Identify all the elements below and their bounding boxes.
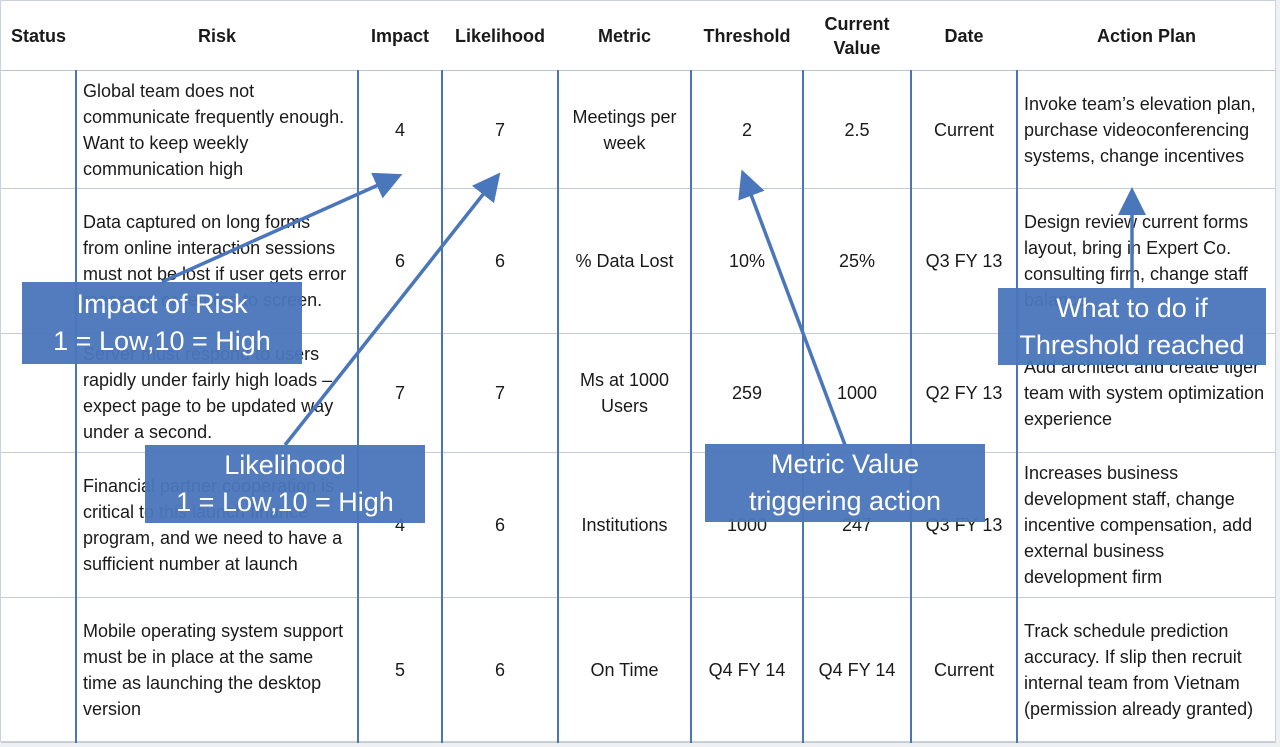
cell-risk: Mobile operating system support must be … <box>75 597 358 743</box>
impact-callout: Impact of Risk 1 = Low,10 = High <box>22 282 302 364</box>
cell-metric: Ms at 1000 Users <box>557 333 691 453</box>
header-action-plan: Action Plan <box>1017 1 1276 71</box>
action-callout-title: What to do if <box>1056 292 1208 323</box>
header-impact: Impact <box>358 1 442 71</box>
cell-likelihood: 6 <box>441 188 558 334</box>
cell-current-value: 1000 <box>802 333 911 453</box>
cell-action-plan: Invoke team’s elevation plan, purchase v… <box>1016 70 1276 189</box>
cell-likelihood: 6 <box>441 597 558 743</box>
table-row: Mobile operating system support must be … <box>1 597 1276 743</box>
header-metric: Metric <box>558 1 691 71</box>
cell-threshold: Q4 FY 14 <box>690 597 803 743</box>
action-callout: What to do if Threshold reached <box>998 288 1266 365</box>
header-threshold: Threshold <box>691 1 803 71</box>
impact-callout-title: Impact of Risk <box>76 289 248 319</box>
cell-risk: Global team does not communicate frequen… <box>75 70 358 189</box>
cell-threshold: 259 <box>690 333 803 453</box>
cell-metric: On Time <box>557 597 691 743</box>
cell-metric: % Data Lost <box>557 188 691 334</box>
cell-likelihood: 7 <box>441 70 558 189</box>
cell-current-value: 2.5 <box>802 70 911 189</box>
header-row: Status Risk Impact Likelihood Metric Thr… <box>1 1 1276 71</box>
cell-action-plan: Increases business development staff, ch… <box>1016 452 1276 598</box>
header-date: Date <box>911 1 1017 71</box>
header-risk: Risk <box>76 1 358 71</box>
cell-date: Current <box>910 70 1017 189</box>
header-status: Status <box>1 1 76 71</box>
metric-value-callout-subtitle: triggering action <box>748 486 942 516</box>
table-row: Global team does not communicate frequen… <box>1 70 1276 189</box>
cell-metric: Meetings per week <box>557 70 691 189</box>
header-current-value: Current Value <box>803 1 911 71</box>
likelihood-callout-scale: 1 = Low,10 = High <box>176 487 394 517</box>
cell-impact: 5 <box>357 597 442 743</box>
cell-current-value: Q4 FY 14 <box>802 597 911 743</box>
cell-impact: 4 <box>357 70 442 189</box>
cell-likelihood: 6 <box>441 452 558 598</box>
action-callout-subtitle: Threshold reached <box>1019 329 1245 360</box>
header-likelihood: Likelihood <box>442 1 558 71</box>
cell-metric: Institutions <box>557 452 691 598</box>
cell-status <box>1 452 76 598</box>
cell-threshold: 2 <box>690 70 803 189</box>
cell-impact: 7 <box>357 333 442 453</box>
cell-action-plan: Track schedule prediction accuracy. If s… <box>1016 597 1276 743</box>
cell-status <box>1 597 76 743</box>
metric-value-callout-title: Metric Value <box>770 449 920 479</box>
cell-date: Current <box>910 597 1017 743</box>
likelihood-callout: Likelihood 1 = Low,10 = High <box>145 445 425 523</box>
cell-impact: 6 <box>357 188 442 334</box>
cell-current-value: 25% <box>802 188 911 334</box>
cell-threshold: 10% <box>690 188 803 334</box>
cell-likelihood: 7 <box>441 333 558 453</box>
impact-callout-scale: 1 = Low,10 = High <box>53 326 271 356</box>
cell-status <box>1 70 76 189</box>
metric-value-callout: Metric Value triggering action <box>705 444 985 522</box>
likelihood-callout-title: Likelihood <box>224 450 346 480</box>
